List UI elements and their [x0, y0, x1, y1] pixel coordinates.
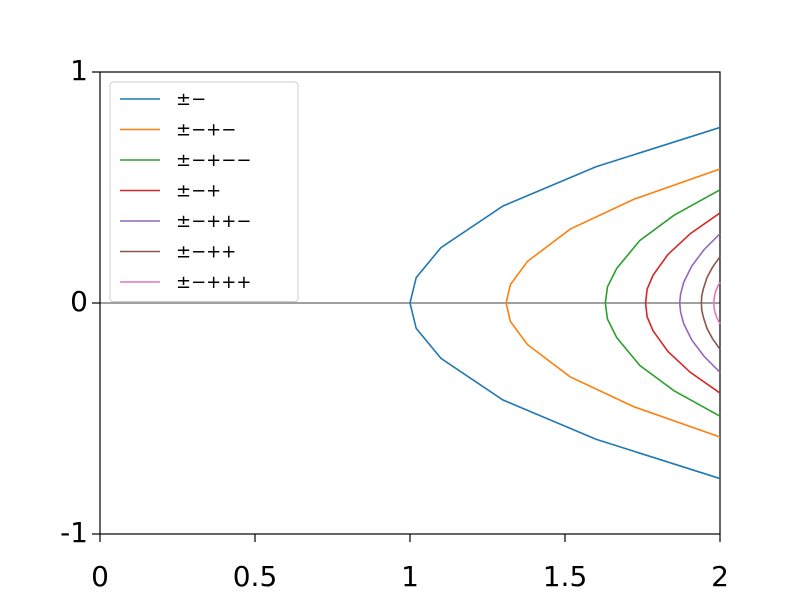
- x-tick-label: 0.5: [233, 560, 278, 593]
- series-line: [678, 233, 721, 373]
- series-line: [644, 212, 721, 394]
- series-line: [505, 168, 721, 438]
- legend-box: [109, 81, 299, 302]
- series-line: [700, 256, 721, 350]
- series-line: [409, 126, 721, 480]
- legend-label: ±−++−: [176, 211, 251, 232]
- legend-label: ±−+++: [176, 272, 251, 293]
- legend-label: ±−+: [176, 181, 221, 202]
- x-tick-label: 1.5: [543, 560, 588, 593]
- x-tick-label: 1: [401, 560, 419, 593]
- legend-label: ±−: [176, 89, 206, 110]
- y-tick-label: 1: [70, 54, 88, 87]
- series-line: [604, 189, 721, 417]
- series-line: [712, 281, 721, 325]
- legend-label: ±−++: [176, 242, 236, 263]
- x-tick-label: 0: [91, 560, 109, 593]
- y-tick-label: 0: [70, 285, 88, 318]
- legend-label: ±−+−−: [176, 150, 251, 171]
- x-tick-label: 2: [711, 560, 729, 593]
- legend-label: ±−+−: [176, 120, 236, 141]
- y-tick-label: -1: [60, 516, 88, 549]
